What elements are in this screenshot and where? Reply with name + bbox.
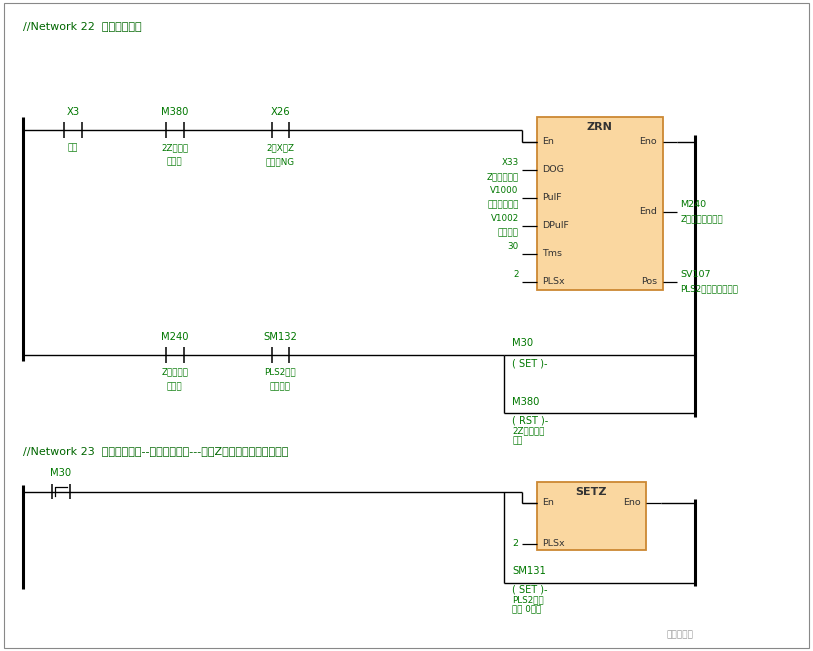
- Text: End: End: [639, 208, 657, 216]
- Text: 近点频率: 近点频率: [498, 229, 519, 238]
- Text: 2: 2: [513, 539, 519, 548]
- Text: X3: X3: [67, 107, 80, 117]
- Text: M380: M380: [161, 107, 189, 117]
- Text: X33: X33: [502, 158, 519, 167]
- Text: X26: X26: [271, 107, 290, 117]
- Text: Tms: Tms: [542, 249, 563, 258]
- Text: M380: M380: [512, 397, 540, 407]
- Text: 模式 0为相: 模式 0为相: [512, 604, 541, 613]
- Text: 原点回归频率: 原点回归频率: [487, 201, 519, 210]
- Text: 2号X轴Z: 2号X轴Z: [267, 143, 294, 152]
- Text: Eno: Eno: [623, 498, 641, 507]
- Text: PLS2定位: PLS2定位: [512, 595, 544, 604]
- Text: En: En: [542, 498, 554, 507]
- Text: PLSx: PLSx: [542, 277, 565, 286]
- Text: V1002: V1002: [490, 214, 519, 223]
- Text: 2: 2: [513, 270, 519, 279]
- FancyBboxPatch shape: [537, 482, 646, 550]
- Text: 30: 30: [507, 242, 519, 251]
- Text: Z轴近点信号: Z轴近点信号: [486, 173, 519, 182]
- Text: M240: M240: [161, 332, 189, 342]
- Text: ZRN: ZRN: [587, 122, 612, 132]
- Text: SM132: SM132: [263, 332, 298, 342]
- Text: 2Z轴回原: 2Z轴回原: [161, 143, 189, 152]
- Text: En: En: [542, 137, 554, 146]
- Text: Eno: Eno: [639, 137, 657, 146]
- Text: 轴伺服NG: 轴伺服NG: [266, 158, 295, 167]
- Text: DOG: DOG: [542, 165, 564, 174]
- Text: Pos: Pos: [641, 277, 657, 286]
- Text: M30: M30: [50, 469, 72, 478]
- Text: ( SET )-: ( SET )-: [512, 358, 548, 368]
- Text: PLS2的当前位置低字: PLS2的当前位置低字: [680, 284, 738, 294]
- Text: M30: M30: [512, 339, 533, 348]
- Text: PLSx: PLSx: [542, 539, 565, 548]
- Text: 归完成: 归完成: [167, 382, 183, 391]
- Text: Z轴原点回归完成: Z轴原点回归完成: [680, 215, 724, 223]
- Text: 输出完成: 输出完成: [270, 382, 291, 391]
- Text: 电子发烧友: 电子发烧友: [667, 630, 693, 639]
- Text: SM131: SM131: [512, 566, 546, 576]
- Text: SETZ: SETZ: [576, 487, 607, 497]
- Text: //Network 23  原点回归完成--设置电气原点---设置Z轴定位模式为绝对定位: //Network 23 原点回归完成--设置电气原点---设置Z轴定位模式为绝…: [23, 446, 288, 456]
- Text: PLS2脉冲: PLS2脉冲: [264, 368, 297, 377]
- Text: PulF: PulF: [542, 193, 562, 202]
- Text: ( RST )-: ( RST )-: [512, 415, 549, 425]
- Text: Z轴原点回: Z轴原点回: [161, 368, 189, 377]
- Text: 点条件: 点条件: [167, 158, 183, 167]
- Text: 2Z轴回原点: 2Z轴回原点: [512, 426, 545, 436]
- Text: V1000: V1000: [490, 186, 519, 195]
- Text: ( SET )-: ( SET )-: [512, 585, 548, 594]
- Text: SV107: SV107: [680, 270, 711, 279]
- Text: 条件: 条件: [512, 436, 523, 445]
- Text: //Network 22  原点回归程序: //Network 22 原点回归程序: [23, 21, 141, 31]
- FancyBboxPatch shape: [537, 117, 663, 290]
- Text: DPulF: DPulF: [542, 221, 569, 230]
- Text: M240: M240: [680, 201, 706, 210]
- Text: 急停: 急停: [68, 143, 78, 152]
